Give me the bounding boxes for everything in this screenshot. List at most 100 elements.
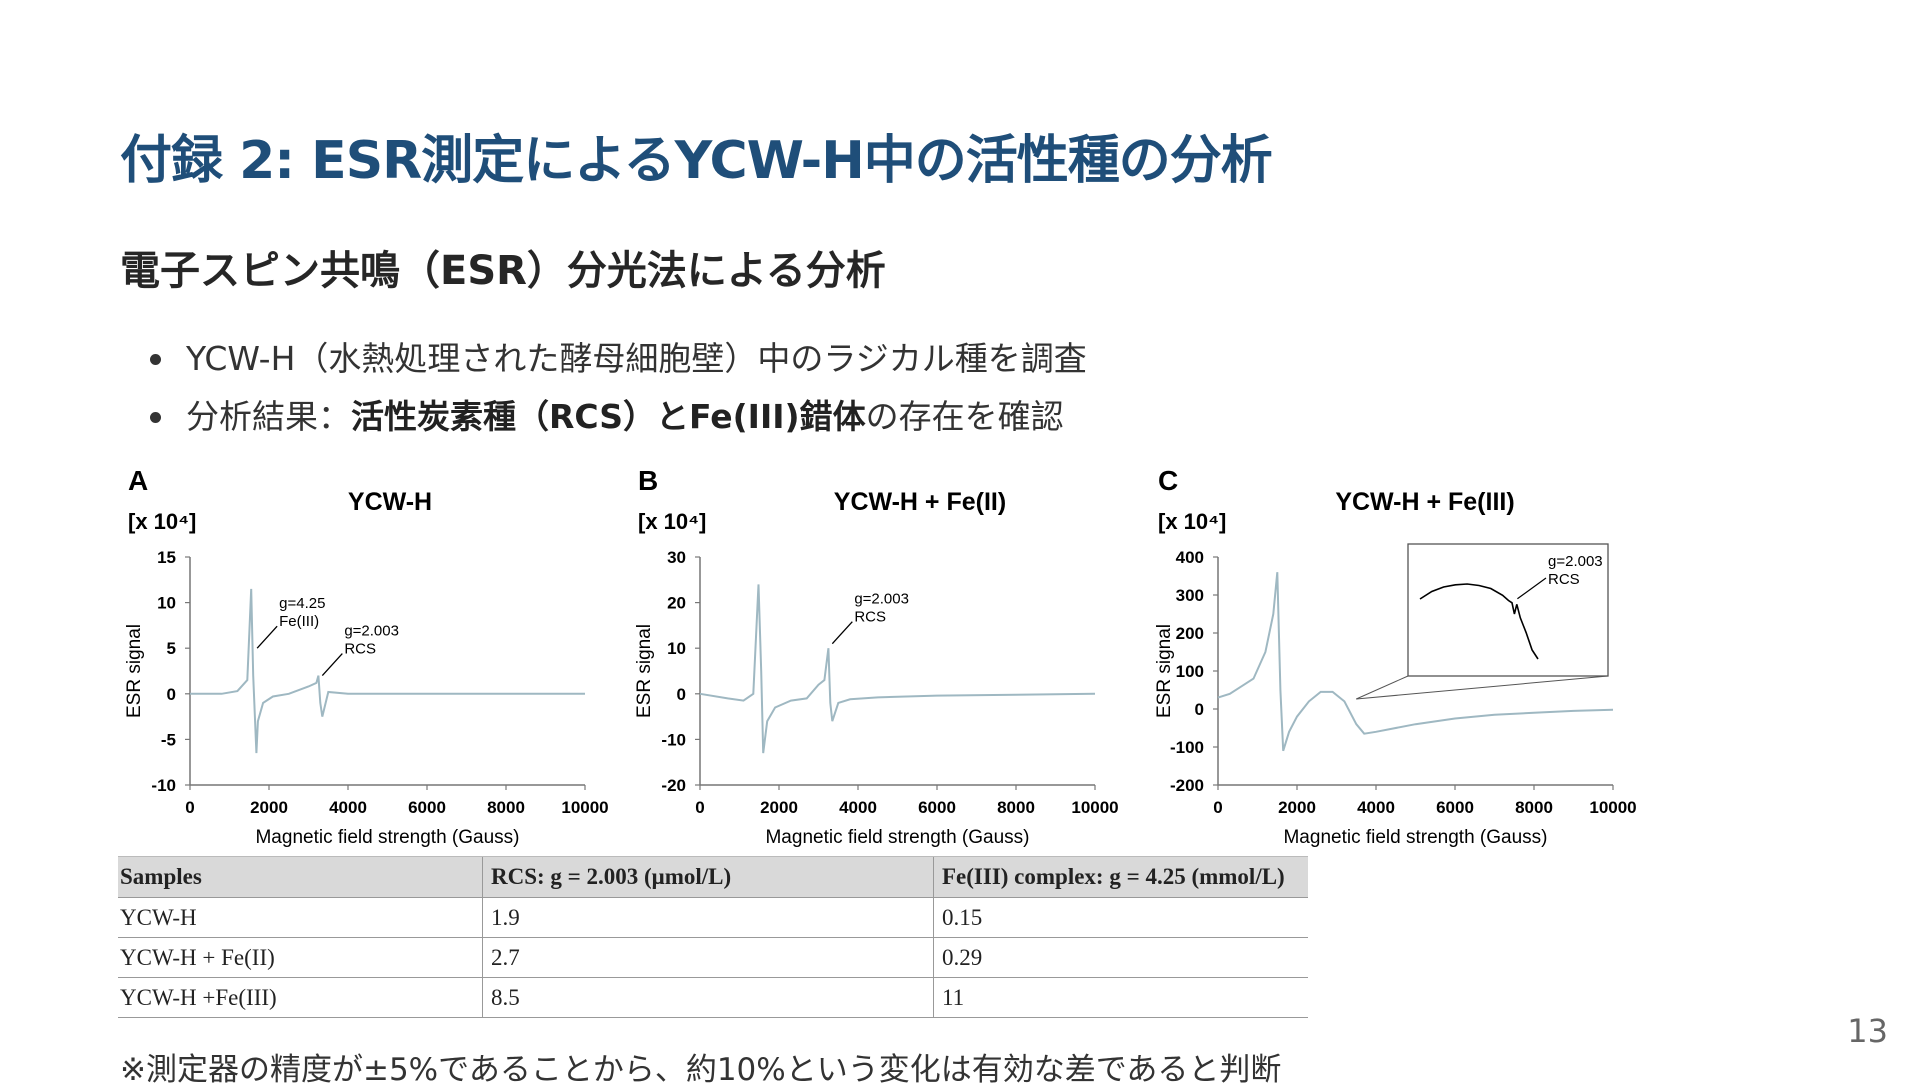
x-axis-label: Magnetic field strength (Gauss): [255, 827, 519, 848]
table-header-rcs: RCS: g = 2.003 (μmol/L): [482, 856, 934, 898]
y-axis-label: ESR signal: [124, 624, 145, 718]
inset-box: [1407, 543, 1609, 677]
bullet-item: 分析結果：活性炭素種（RCS）とFe(III)錯体の存在を確認: [150, 388, 1087, 446]
esr-chart-a: A [x 10⁴] YCW-H 15 10 5 0 -5 -10 0 2000 4000 6000 800…: [110, 462, 620, 852]
table-cell-fe: 0.15: [933, 897, 1308, 938]
table-row: YCW-H 1.9 0.15: [118, 897, 1308, 938]
y-tick-label: 20: [667, 594, 686, 613]
chart-title: YCW-H: [348, 488, 432, 516]
x-tick-label: 2000: [250, 798, 288, 817]
x-tick-label: 4000: [839, 798, 877, 817]
annotation-leader: [1517, 577, 1547, 600]
x-tick-label: 6000: [918, 798, 956, 817]
annotation-label: g=2.003: [854, 591, 909, 608]
y-tick-label: 30: [667, 548, 686, 567]
table-cell-sample: YCW-H +Fe(III): [118, 977, 483, 1018]
x-axis-label: Magnetic field strength (Gauss): [765, 827, 1029, 848]
annotation-leader: [831, 621, 853, 645]
table-row: YCW-H +Fe(III) 8.5 11: [118, 977, 1308, 1018]
unit-label: [x 10⁴]: [128, 509, 196, 534]
annotation-label: RCS: [854, 609, 886, 626]
table-cell-sample: YCW-H: [118, 897, 483, 938]
x-tick-label: 8000: [1515, 798, 1553, 817]
y-axis-label: ESR signal: [634, 624, 655, 718]
table-header-fe-complex: Fe(III) complex: g = 4.25 (mmol/L): [933, 856, 1308, 898]
annotation-label: g=2.003: [1548, 553, 1603, 570]
annotation-label: g=2.003: [344, 623, 399, 640]
x-tick-label: 10000: [561, 798, 608, 817]
inset-connector: [1356, 675, 1409, 700]
x-tick-label: 2000: [1278, 798, 1316, 817]
inset-series-line: [1419, 583, 1539, 660]
bullet-item: YCW-H（水熱処理された酵母細胞壁）中のラジカル種を調査: [150, 330, 1087, 388]
table-cell-sample: YCW-H + Fe(II): [118, 937, 483, 978]
unit-label: [x 10⁴]: [638, 509, 706, 534]
table-row: YCW-H + Fe(II) 2.7 0.29: [118, 937, 1308, 978]
y-tick-label: -10: [151, 776, 176, 795]
x-tick-label: 0: [185, 798, 194, 817]
esr-chart-c-svg: C [x 10⁴] YCW-H + Fe(III) 400 300 200 100 0 -100…: [1154, 465, 1637, 848]
table-header-samples: Samples: [118, 856, 483, 898]
panel-label: C: [1158, 465, 1178, 496]
panel-label: A: [128, 465, 148, 496]
y-tick-label: 0: [1195, 700, 1204, 719]
bullet-text-suffix: の存在を確認: [865, 397, 1064, 436]
chart-title: YCW-H + Fe(II): [834, 488, 1006, 516]
bullet-list: YCW-H（水熱処理された酵母細胞壁）中のラジカル種を調査 分析結果：活性炭素種…: [150, 330, 1087, 446]
chart-title: YCW-H + Fe(III): [1335, 488, 1514, 516]
inset-connector: [1356, 675, 1609, 700]
annotation-leader: [321, 653, 343, 676]
page-title: 付録 2: ESR測定によるYCW-H中の活性種の分析: [120, 131, 1273, 191]
x-tick-label: 4000: [1357, 798, 1395, 817]
table-cell-rcs: 2.7: [482, 937, 934, 978]
y-tick-label: 400: [1176, 548, 1204, 567]
series-line: [1217, 572, 1614, 752]
y-tick-label: 10: [157, 594, 176, 613]
table-header-row: Samples RCS: g = 2.003 (μmol/L) Fe(III) …: [118, 856, 1308, 898]
bullet-dot: [150, 354, 161, 365]
y-tick-label: 15: [157, 548, 176, 567]
x-tick-label: 0: [1213, 798, 1222, 817]
x-tick-label: 10000: [1589, 798, 1636, 817]
footnote: ※測定器の精度が±5%であることから、約10%という変化は有効な差であると判断: [120, 1052, 1282, 1088]
series-line: [190, 588, 585, 754]
y-tick-label: -10: [661, 730, 686, 749]
y-tick-label: 200: [1176, 624, 1204, 643]
annotation-label: RCS: [344, 641, 376, 658]
annotation-label: g=4.25: [279, 595, 325, 612]
x-tick-label: 2000: [760, 798, 798, 817]
y-tick-label: 100: [1176, 662, 1204, 681]
y-tick-label: 10: [667, 639, 686, 658]
results-table: Samples RCS: g = 2.003 (μmol/L) Fe(III) …: [118, 856, 1308, 1018]
annotation-label: RCS: [1548, 571, 1580, 588]
y-tick-label: 0: [677, 685, 686, 704]
annotation-label: Fe(III): [279, 613, 319, 630]
y-tick-label: 5: [167, 639, 176, 658]
unit-label: [x 10⁴]: [1158, 509, 1226, 534]
bullet-dot: [150, 412, 161, 423]
section-subtitle: 電子スピン共鳴（ESR）分光法による分析: [120, 248, 886, 294]
esr-chart-a-svg: A [x 10⁴] YCW-H 15 10 5 0 -5 -10 0 2000 4000 6000 800…: [124, 465, 609, 848]
x-tick-label: 0: [695, 798, 704, 817]
series-line: [699, 584, 1096, 754]
esr-chart-b: B [x 10⁴] YCW-H + Fe(II) 30 20 10 0 -10 -20 0 2000…: [620, 462, 1130, 852]
table-cell-fe: 0.29: [933, 937, 1308, 978]
table-cell-rcs: 8.5: [482, 977, 934, 1018]
x-axis-label: Magnetic field strength (Gauss): [1283, 827, 1547, 848]
x-tick-label: 10000: [1071, 798, 1118, 817]
x-tick-label: 8000: [487, 798, 525, 817]
panel-label: B: [638, 465, 658, 496]
y-tick-label: -5: [161, 730, 176, 749]
x-tick-label: 8000: [997, 798, 1035, 817]
page-number: 13: [1847, 1012, 1888, 1050]
x-tick-label: 6000: [408, 798, 446, 817]
y-tick-label: -200: [1170, 776, 1204, 795]
table-cell-fe: 11: [933, 977, 1308, 1018]
bullet-text-emphasis: 活性炭素種（RCS）とFe(III)錯体: [351, 397, 866, 436]
y-tick-label: 300: [1176, 586, 1204, 605]
table-cell-rcs: 1.9: [482, 897, 934, 938]
esr-chart-c: C [x 10⁴] YCW-H + Fe(III) 400 300 200 100 0 -100…: [1140, 462, 1680, 852]
y-tick-label: -100: [1170, 738, 1204, 757]
x-tick-label: 4000: [329, 798, 367, 817]
x-tick-label: 6000: [1436, 798, 1474, 817]
